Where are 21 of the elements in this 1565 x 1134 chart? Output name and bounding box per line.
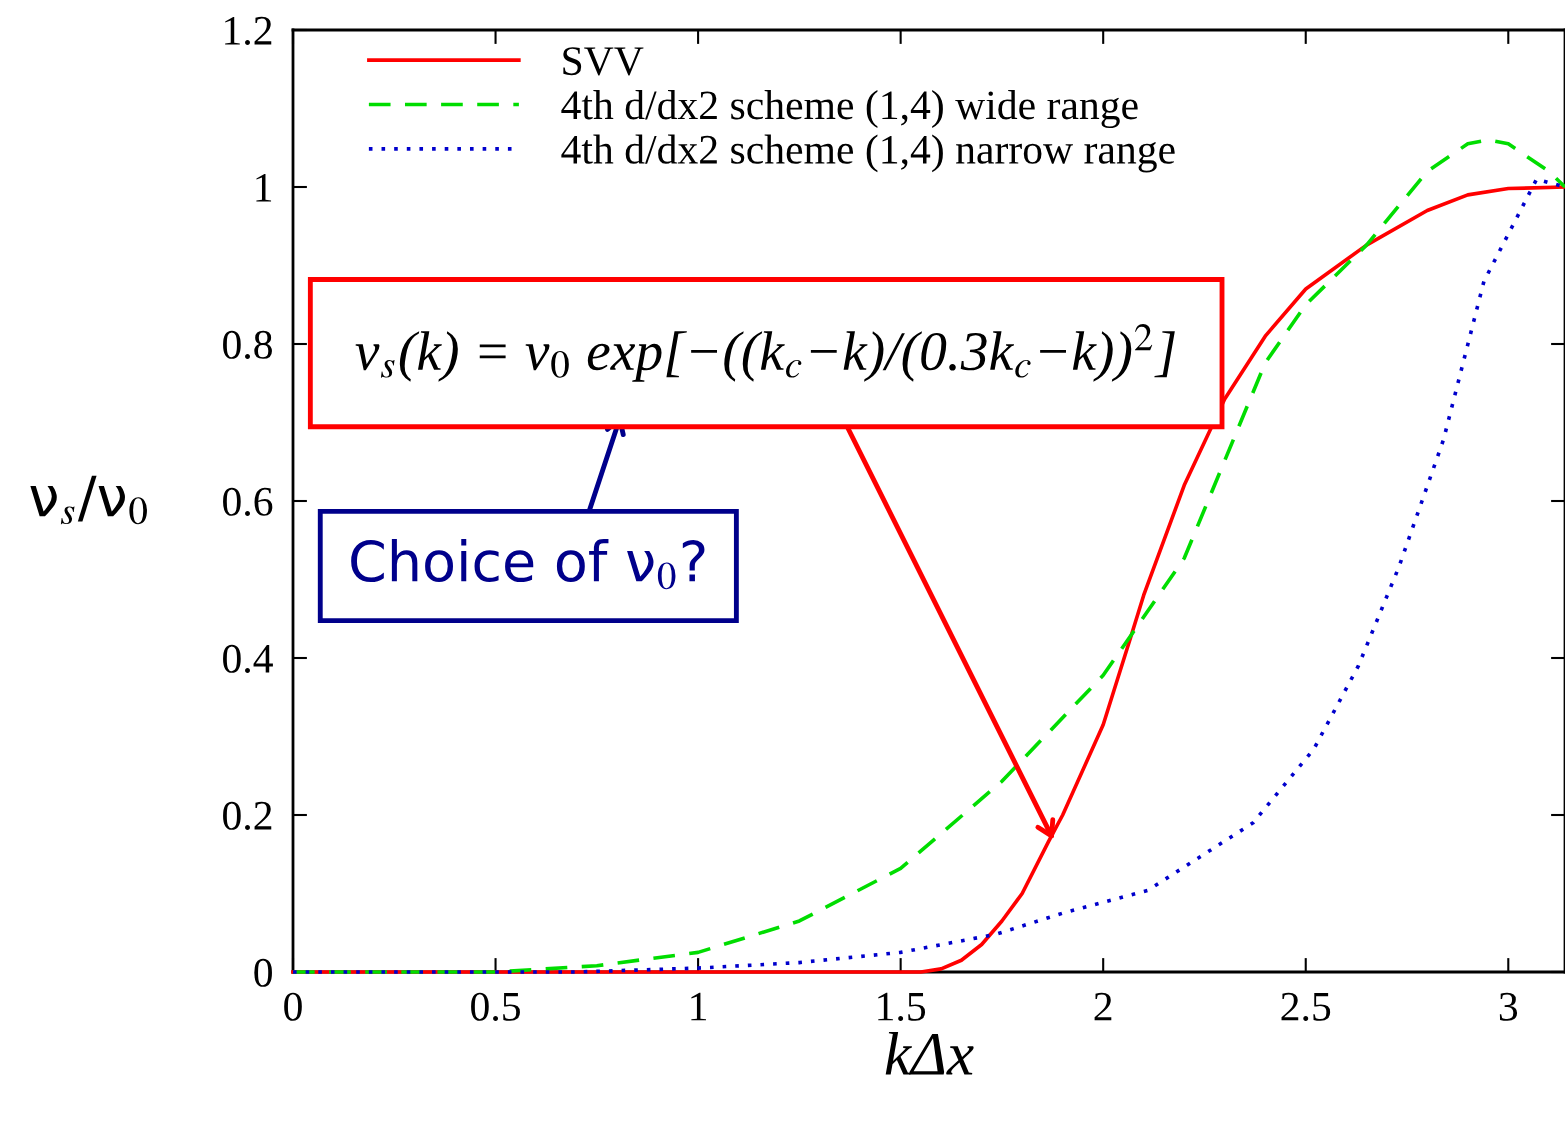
annotation: Choice of ν$_{0}$? [351, 539, 705, 590]
x-tick-label: 0.5 [471, 992, 520, 1021]
x-axis-title: kΔx [885, 1032, 974, 1075]
y-axis-title: ν$_{s}$/ν$_{0}$ [30, 475, 147, 525]
y-tick-label: 0.8 [223, 330, 272, 360]
x-tick-label: 1 [691, 992, 707, 1021]
legend-label: SVV [563, 47, 644, 76]
y-tick-label: 0.4 [223, 644, 273, 674]
y-tick-label: 1 [256, 173, 272, 202]
y-tick-label: 1.2 [225, 16, 272, 46]
legend-label: 4th d/dx2 scheme (1,4) wide range [561, 90, 1138, 129]
x-tick-label: 2.5 [1281, 992, 1331, 1021]
x-tick-label: 2 [1094, 992, 1112, 1021]
y-tick-label: 0 [254, 958, 272, 987]
x-tick-label: 0 [284, 992, 302, 1021]
x-tick-label: 1.5 [878, 992, 926, 1021]
legend-label: 4th d/dx2 scheme (1,4) narrow range [561, 134, 1175, 173]
x-tick-label: 3 [1499, 992, 1518, 1021]
y-tick-label: 0.2 [223, 801, 272, 831]
text: v$_{s}$(k) = v$_{0}$ exp[−((k$_{c}$−k)/(0.3k$_{c}$−k))$^{2}$] [355, 323, 1175, 382]
y-tick-label: 0.6 [223, 487, 273, 517]
